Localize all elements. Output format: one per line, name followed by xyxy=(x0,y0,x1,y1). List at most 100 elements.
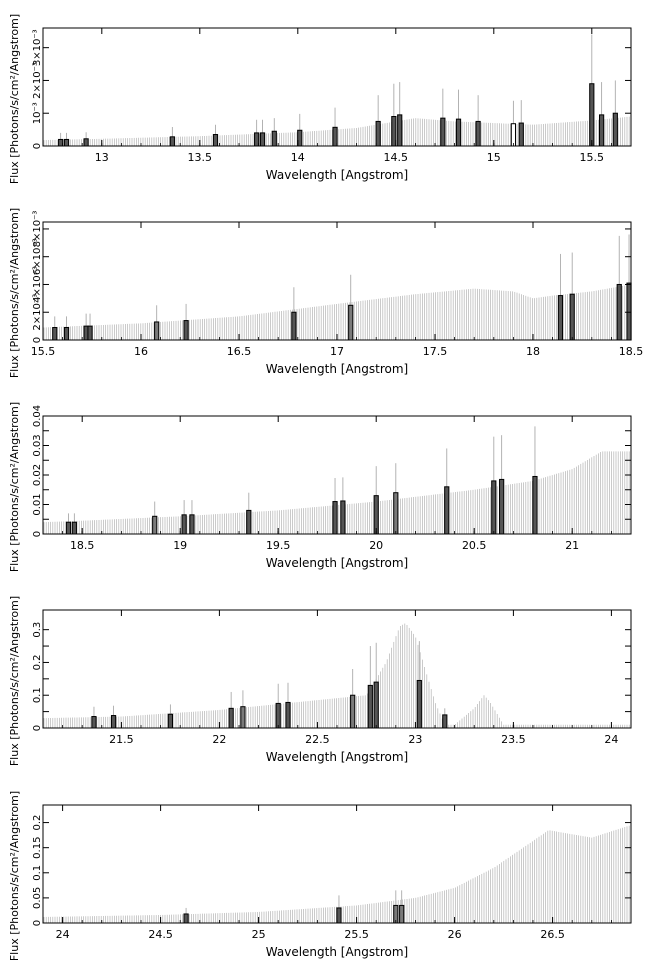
data-bin xyxy=(532,475,538,535)
data-bin xyxy=(271,130,277,147)
data-bin xyxy=(332,501,338,535)
data-bin xyxy=(91,716,97,729)
data-bin xyxy=(275,702,281,729)
data-bin xyxy=(246,509,252,535)
y-tick-label: 0 xyxy=(32,143,43,149)
data-bin xyxy=(340,500,346,535)
data-bin xyxy=(259,132,266,147)
data-bin xyxy=(52,327,58,341)
x-axis-label: Wavelength [Angstrom] xyxy=(266,945,408,959)
model-continuum xyxy=(43,623,630,728)
axes-frame xyxy=(42,804,632,924)
data-bin xyxy=(254,132,260,147)
x-tick-label: 22.5 xyxy=(305,733,330,746)
x-tick-label: 20.5 xyxy=(462,539,487,552)
data-bin xyxy=(212,134,219,147)
x-tick-label: 19 xyxy=(173,539,187,552)
data-bin xyxy=(83,138,89,147)
x-tick-label: 14 xyxy=(291,151,305,164)
y-tick-label: 2×10⁻³ xyxy=(32,294,43,331)
x-tick-label: 18 xyxy=(526,345,540,358)
model-continuum xyxy=(43,451,630,534)
data-bin xyxy=(518,122,524,147)
y-tick-label: 0.2 xyxy=(32,815,43,831)
data-bin xyxy=(87,325,93,341)
x-tick-label: 17 xyxy=(330,345,344,358)
x-tick-label: 18.5 xyxy=(619,345,644,358)
y-tick-label: 0.05 xyxy=(32,887,43,909)
x-tick-label: 18.5 xyxy=(70,539,95,552)
data-bin xyxy=(291,311,297,341)
data-bin xyxy=(332,126,338,147)
y-tick-label: 4×10⁻³ xyxy=(32,266,43,303)
data-bin xyxy=(616,283,622,341)
x-tick-label: 14.5 xyxy=(384,151,409,164)
x-tick-label: 15 xyxy=(487,151,501,164)
x-tick-label: 15.5 xyxy=(31,345,56,358)
x-tick-label: 25.5 xyxy=(344,928,369,941)
data-bin xyxy=(65,521,72,535)
chart-panel-5: 24 24.5 25 25.5 26 26.5 0 0.05 0.1 0.15 0.2 Wavelen… xyxy=(8,791,632,961)
y-tick-label: 10⁻³ xyxy=(32,102,43,124)
data-bin xyxy=(183,320,189,341)
data-bin xyxy=(154,321,160,341)
data-bin xyxy=(63,138,70,147)
x-tick-label: 25 xyxy=(252,928,266,941)
y-axis-label: Flux [Photons/s/cm²/Angstrom] xyxy=(8,402,21,572)
y-tick-label: 0.3 xyxy=(32,622,43,638)
y-axis-label: Flux [Photons/s/cm²/Angstrom] xyxy=(8,791,21,961)
data-bin xyxy=(181,514,187,535)
y-tick-label: 3×10⁻³ xyxy=(32,29,43,66)
y-tick-label: 0.01 xyxy=(32,493,43,515)
model-continuum xyxy=(43,825,630,923)
data-bin xyxy=(367,684,373,729)
data-bin xyxy=(444,486,450,535)
data-bin xyxy=(399,904,405,924)
x-axis-label: Wavelength [Angstrom] xyxy=(266,168,408,182)
data-bin xyxy=(169,136,175,147)
axes-frame xyxy=(42,609,632,729)
y-axis-label: Flux [Photons/s/cm²/Angstrom] xyxy=(8,208,21,378)
y-tick-label: 0.02 xyxy=(32,464,43,486)
data-bin xyxy=(152,515,158,535)
data-bin xyxy=(350,694,356,729)
y-tick-label: 2×10⁻³ xyxy=(32,62,43,99)
x-axis-label: Wavelength [Angstrom] xyxy=(266,750,408,764)
data-bin xyxy=(455,118,462,147)
data-bin xyxy=(375,120,381,147)
data-bin xyxy=(240,706,246,729)
data-bin xyxy=(373,681,379,729)
data-bin xyxy=(167,713,174,729)
x-tick-label: 16 xyxy=(134,345,148,358)
data-bin xyxy=(110,715,117,729)
model-continuum xyxy=(43,284,630,340)
data-bin xyxy=(475,120,481,147)
x-tick-label: 23 xyxy=(408,733,422,746)
x-tick-label: 20 xyxy=(369,539,383,552)
x-tick-label: 24 xyxy=(604,733,618,746)
chart-panel-1: 13 13.5 14 14.5 15 15.5 0 10⁻³ 2×10⁻³3×10⁻³ Wavel… xyxy=(8,14,632,184)
x-tick-label: 22 xyxy=(212,733,226,746)
y-tick-label: 0.15 xyxy=(32,837,43,859)
data-bin xyxy=(336,907,342,924)
x-tick-label: 13 xyxy=(95,151,109,164)
x-tick-label: 24.5 xyxy=(148,928,173,941)
x-tick-label: 19.5 xyxy=(266,539,291,552)
x-tick-label: 13.5 xyxy=(188,151,213,164)
y-tick-label: 6×10⁻³ xyxy=(32,238,43,275)
y-tick-label: 0 xyxy=(32,725,43,731)
data-bin xyxy=(71,521,77,535)
axes-frame xyxy=(42,221,632,341)
data-bin xyxy=(499,478,505,535)
x-tick-label: 26.5 xyxy=(540,928,565,941)
data-bin xyxy=(189,514,195,535)
x-tick-label: 21 xyxy=(565,539,579,552)
x-axis-label: Wavelength [Angstrom] xyxy=(266,556,408,570)
chart-panel-2: 15.5 16 16.5 17 17.5 18 18.5 0 2×10⁻³4×10⁻³6×10⁻… xyxy=(8,208,643,378)
y-tick-label: 0.2 xyxy=(32,654,43,670)
data-bin xyxy=(599,114,605,147)
y-axis-label: Flux [Photons/s/cm²/Angstrom] xyxy=(8,14,21,184)
x-tick-label: 16.5 xyxy=(227,345,252,358)
data-bin xyxy=(557,295,564,341)
